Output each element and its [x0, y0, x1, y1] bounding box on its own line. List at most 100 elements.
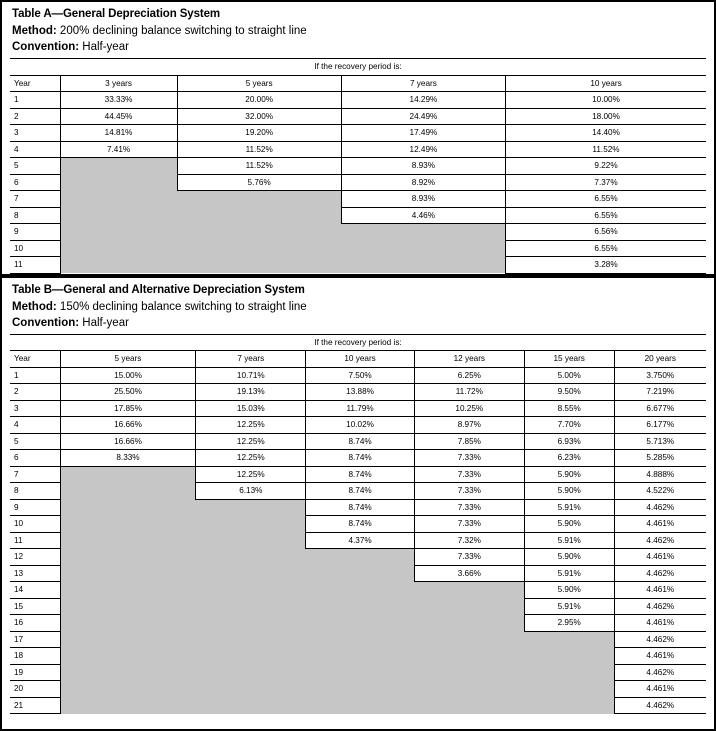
- table_b-year-cell: 17: [10, 631, 61, 648]
- table-row: 1 33.33% 20.00% 14.29% 10.00%: [10, 91, 706, 109]
- table_a-year-cell: 5: [10, 157, 61, 175]
- table_b-year-cell: 16: [10, 614, 61, 632]
- table_b-year-cell: 8: [10, 482, 61, 500]
- table_b-empty-cell: [305, 581, 415, 598]
- table_a-year-cell: 4: [10, 141, 61, 158]
- table_b-empty-cell: [195, 598, 306, 615]
- table_a-empty-cell: [60, 157, 178, 174]
- table_b-rate-cell: 17.85%: [60, 400, 197, 417]
- table-row: 5 11.52% 8.93% 9.22%: [10, 157, 706, 175]
- table_b-year-cell: 15: [10, 598, 61, 615]
- table_a-column-header-3: 7 years: [341, 75, 507, 92]
- table_b-rate-cell: 4.462%: [614, 598, 706, 615]
- table_b-year-cell: 5: [10, 433, 61, 450]
- table_b-empty-cell: [305, 697, 415, 714]
- table_b-year-cell: 3: [10, 400, 61, 417]
- table_b-empty-cell: [305, 647, 415, 664]
- table-row: 6 5.76% 8.92% 7.37%: [10, 174, 706, 191]
- table-row: 4 7.41% 11.52% 12.49% 11.52%: [10, 141, 706, 158]
- table_b-rate-cell: 6.13%: [195, 482, 307, 500]
- table_b-empty-cell: [60, 482, 197, 499]
- table_b-rate-cell: 19.13%: [195, 383, 307, 401]
- table_a-rate-cell: 32.00%: [177, 108, 342, 125]
- table-row: 8 4.46% 6.55%: [10, 207, 706, 224]
- table_b-rate-cell: 12.25%: [195, 433, 307, 450]
- table_b-year-cell: 11: [10, 532, 61, 549]
- table_b-empty-cell: [60, 598, 196, 615]
- table_b-empty-cell: [60, 581, 196, 598]
- table_a-year-cell: 11: [10, 256, 61, 274]
- table_b-rate-cell: 5.91%: [524, 532, 615, 549]
- table_a-empty-cell: [177, 207, 342, 224]
- table_b-empty-cell: [195, 664, 306, 681]
- table_a-rate-cell: 17.49%: [341, 124, 507, 142]
- table_a-year-cell: 7: [10, 190, 61, 208]
- table-a-title: Table A—General Depreciation System: [12, 8, 221, 20]
- table_b-rate-cell: 4.462%: [614, 499, 706, 516]
- table_a-year-cell: 10: [10, 240, 61, 257]
- table_b-rate-cell: 8.74%: [305, 433, 415, 450]
- table_a-rate-cell: 44.45%: [60, 108, 178, 125]
- table_b-rate-cell: 12.25%: [195, 449, 307, 467]
- table_a-year-cell: 6: [10, 174, 61, 191]
- table_a-empty-cell: [177, 256, 342, 273]
- table_b-empty-cell: [414, 647, 525, 664]
- table_b-rate-cell: 6.93%: [524, 433, 615, 450]
- table_b-empty-cell: [60, 532, 196, 549]
- table-a-convention: Convention: Half-year: [12, 40, 706, 54]
- table_b-year-cell: 14: [10, 581, 61, 599]
- table_a-rate-cell: 18.00%: [505, 108, 706, 125]
- table_a-rate-cell: 3.28%: [505, 256, 706, 274]
- table_b-rate-cell: 4.462%: [614, 631, 706, 648]
- table_b-rate-cell: 5.91%: [524, 499, 615, 516]
- table_b-year-cell: 21: [10, 697, 61, 714]
- table_b-rate-cell: 9.50%: [524, 383, 615, 401]
- table-row: 14 5.90% 4.461%: [10, 581, 706, 599]
- table-row: 11 3.28%: [10, 256, 706, 274]
- table_b-empty-cell: [305, 565, 415, 582]
- table_b-rate-cell: 8.74%: [305, 499, 415, 516]
- table_b-year-cell: 10: [10, 515, 61, 533]
- table_a-empty-cell: [177, 190, 342, 207]
- table_b-rate-cell: 16.66%: [60, 416, 197, 434]
- table_a-empty-cell: [177, 223, 342, 240]
- table_b-year-cell: 13: [10, 565, 61, 582]
- table_b-year-cell: 20: [10, 680, 61, 698]
- table_a-rate-cell: 20.00%: [177, 91, 342, 109]
- table_b-empty-cell: [414, 697, 525, 714]
- table-row: 8 6.13% 8.74% 7.33% 5.90% 4.522%: [10, 482, 706, 500]
- table_b-rate-cell: 4.461%: [614, 647, 706, 665]
- table-row: 18 4.461%: [10, 647, 706, 665]
- table_b-rate-cell: 4.462%: [614, 532, 706, 549]
- table_b-empty-cell: [60, 631, 196, 648]
- table_b-rate-cell: 8.55%: [524, 400, 615, 417]
- table_b-rate-cell: 8.74%: [305, 466, 415, 483]
- table_b-empty-cell: [60, 548, 196, 565]
- table_b-column-header-5: 15 years: [524, 350, 615, 368]
- table_b-rate-cell: 10.71%: [195, 367, 307, 384]
- table_a-empty-cell: [177, 240, 342, 257]
- table_a-year-cell: 8: [10, 207, 61, 224]
- table_b-rate-cell: 5.90%: [524, 515, 615, 533]
- table_b-rate-cell: 7.33%: [414, 449, 525, 467]
- table-row: 11 4.37% 7.32% 5.91% 4.462%: [10, 532, 706, 549]
- table_b-rate-cell: 5.00%: [524, 367, 615, 384]
- table-row: 17 4.462%: [10, 631, 706, 648]
- table_b-year-cell: 2: [10, 383, 61, 401]
- table_b-rate-cell: 4.461%: [614, 515, 706, 533]
- table_b-empty-cell: [524, 697, 615, 714]
- table_b-empty-cell: [195, 499, 307, 516]
- table_b-year-cell: 6: [10, 449, 61, 467]
- table_a-year-header: Year: [10, 75, 61, 92]
- table_a-rate-cell: 8.93%: [341, 190, 507, 208]
- table_b-rate-cell: 2.95%: [524, 614, 615, 632]
- table_b-rate-cell: 16.66%: [60, 433, 197, 450]
- table_b-empty-cell: [305, 548, 415, 565]
- table_b-empty-cell: [195, 680, 306, 697]
- table-row: 20 4.461%: [10, 680, 706, 698]
- table_b-empty-cell: [60, 466, 197, 483]
- table_b-column-header-3: 10 years: [305, 350, 415, 368]
- table_a-column-header-4: 10 years: [505, 75, 706, 92]
- table_a-rate-cell: 33.33%: [60, 91, 178, 109]
- table_a-rate-cell: 6.55%: [505, 190, 706, 208]
